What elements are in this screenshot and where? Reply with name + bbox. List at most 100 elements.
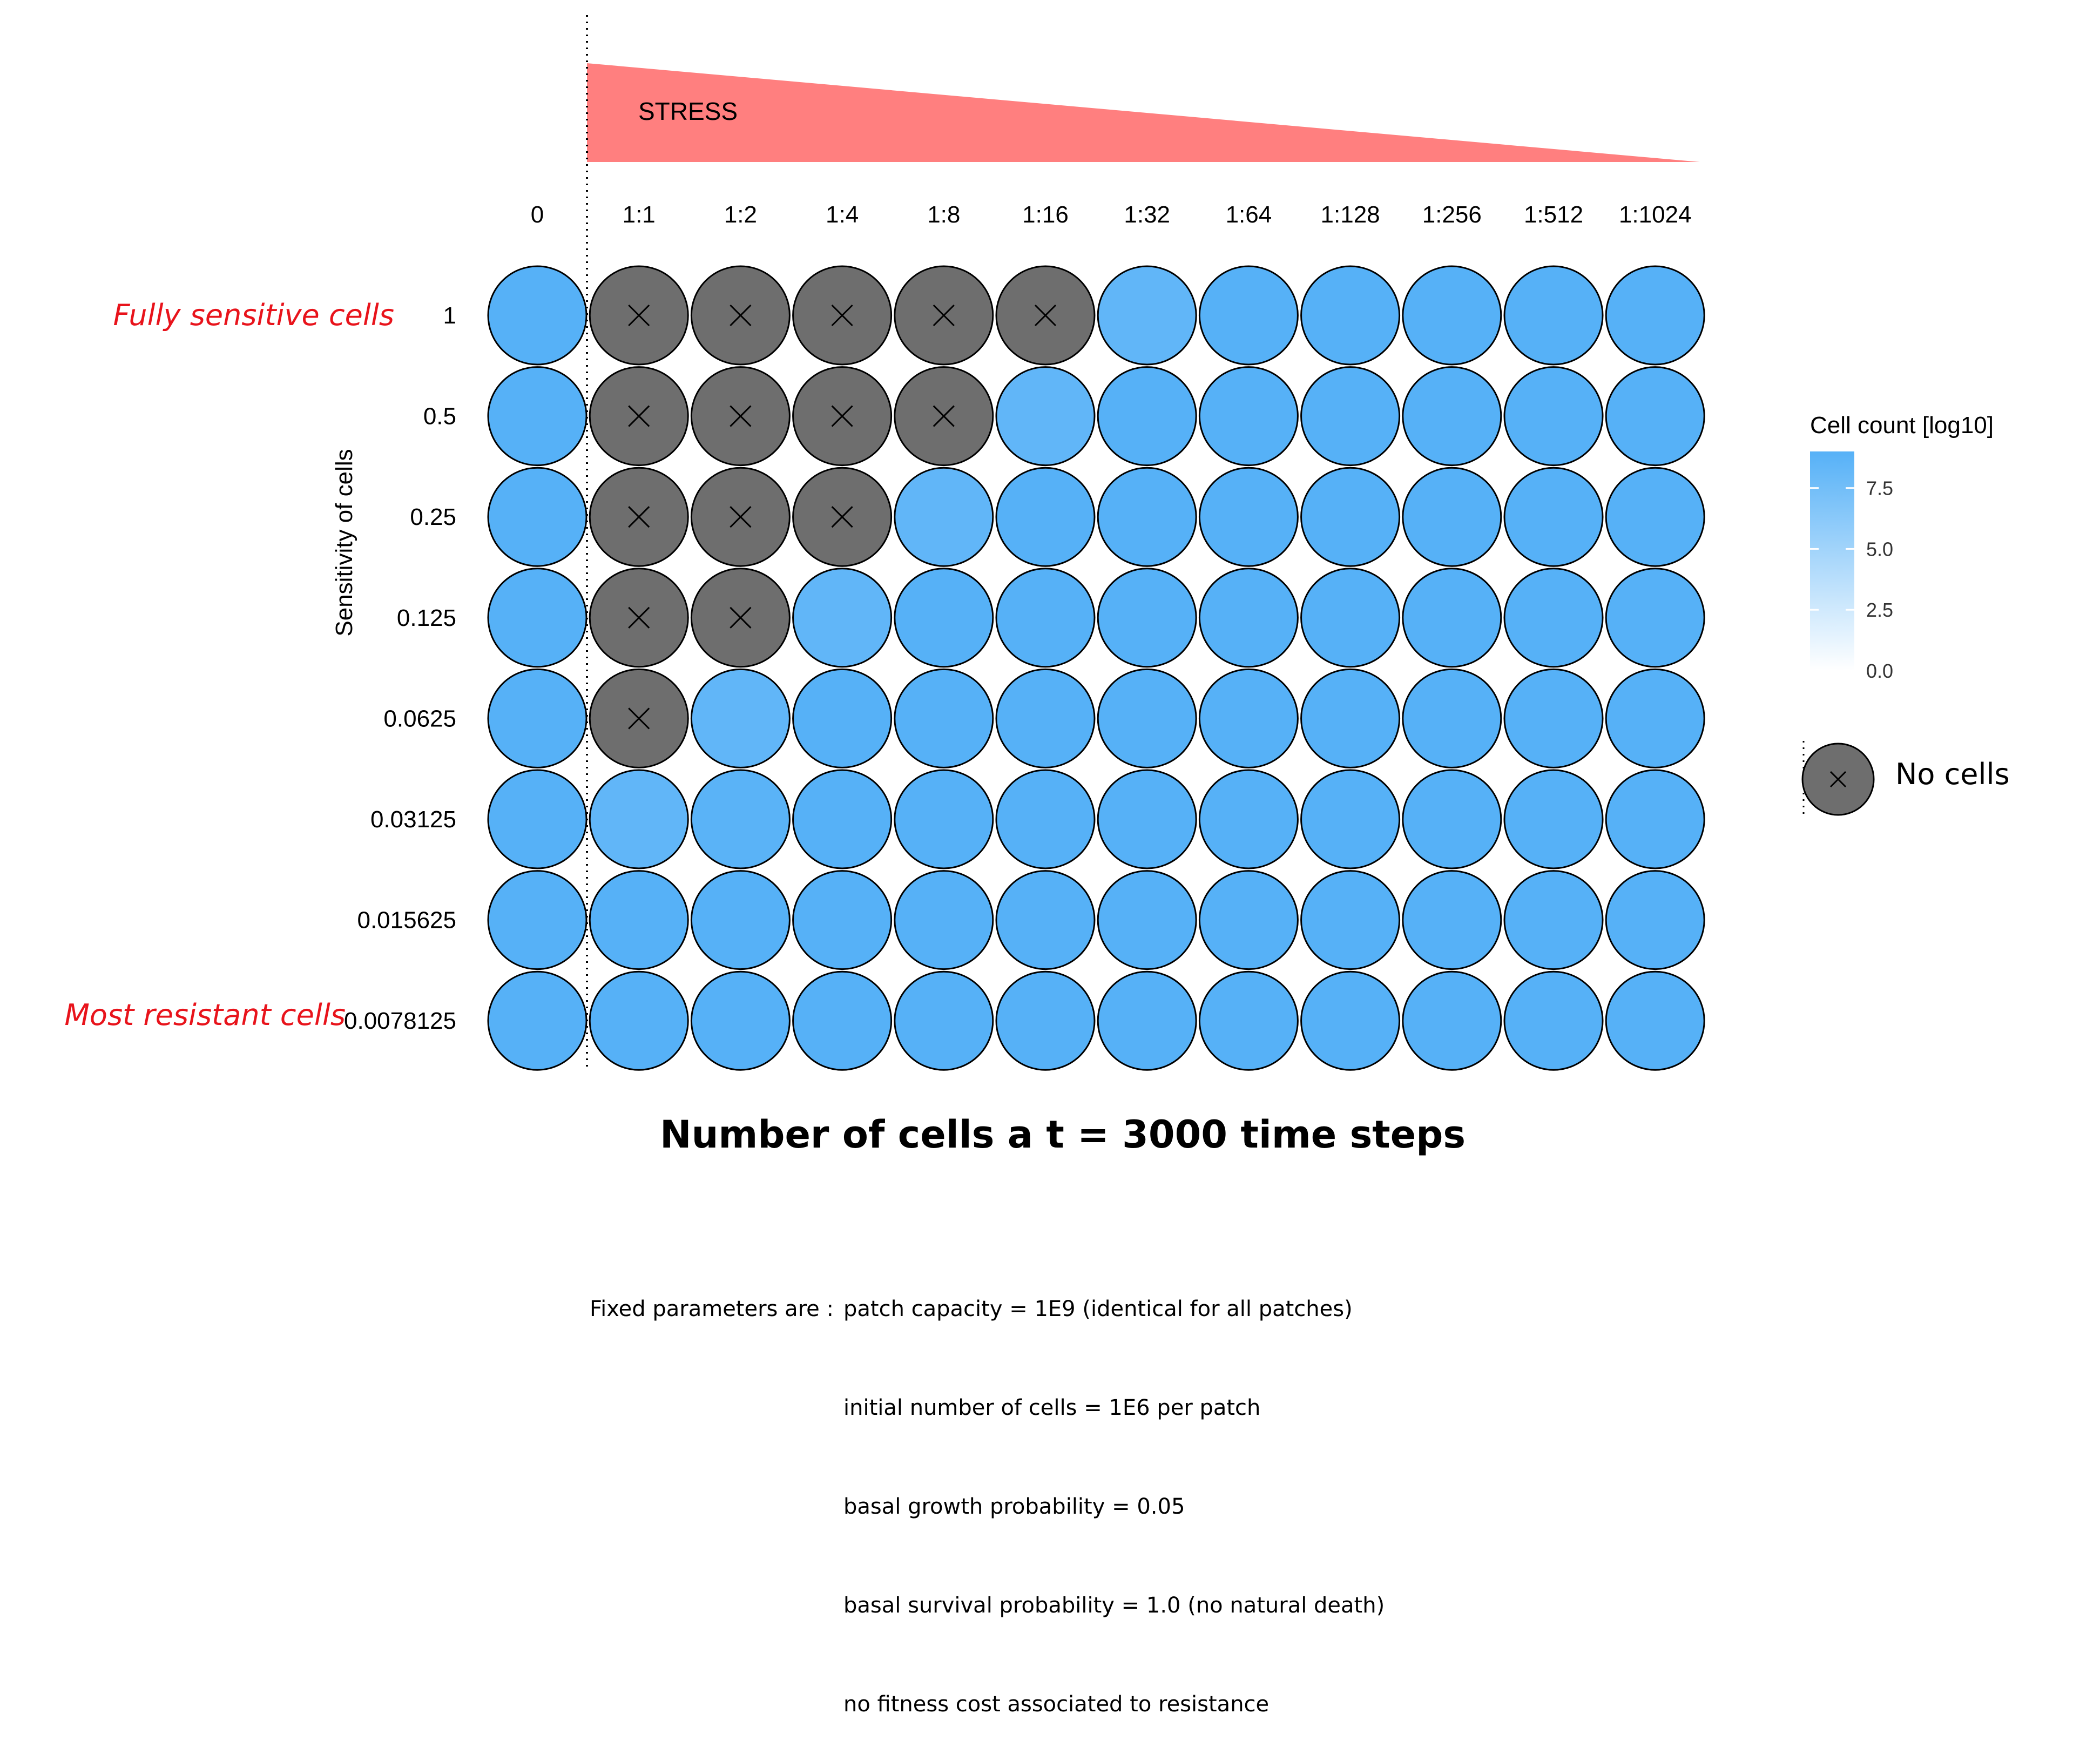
cell-circle — [1605, 769, 1705, 869]
cell-circle — [690, 970, 791, 1071]
cell-circle — [487, 769, 588, 869]
cell-circle — [1300, 769, 1401, 869]
y-tick-label: 0.0078125 — [344, 1008, 456, 1034]
cell-circle — [1198, 970, 1299, 1071]
x-tick-label: 1:4 — [826, 201, 859, 228]
stress-label: STRESS — [638, 97, 738, 125]
cell-circle — [1097, 366, 1197, 467]
cell-circle — [792, 870, 893, 970]
cell-circle — [894, 668, 994, 768]
legend-no-cells-label: No cells — [1895, 757, 2010, 791]
cell-circle — [792, 568, 893, 668]
cell-circle — [1300, 870, 1401, 970]
cell-circle — [894, 568, 994, 668]
no-cells-cross — [831, 304, 853, 327]
y-tick-label: 0.015625 — [357, 907, 456, 934]
colorbar-tick-label: 5.0 — [1866, 538, 1893, 560]
cell-circle — [690, 668, 791, 768]
cell-circle — [1097, 568, 1197, 668]
cell-circle — [1300, 568, 1401, 668]
cell-circle — [894, 870, 994, 970]
no-cells-cross — [933, 405, 955, 427]
x-tick-label: 1:128 — [1321, 201, 1380, 228]
cell-circle — [487, 970, 588, 1071]
no-cells-cross — [730, 304, 752, 327]
cell-circle — [1503, 366, 1604, 467]
cell-circle — [894, 769, 994, 869]
param-line: Fixed parameters are : patch capacity = 1… — [590, 1293, 1385, 1326]
cell-circle — [995, 870, 1096, 970]
cell-circle — [1300, 467, 1401, 567]
x-tick-label: 1:1 — [623, 201, 656, 228]
x-tick-label: 1:8 — [927, 201, 960, 228]
chart-title: Number of cells a t = 3000 time steps — [660, 1112, 1466, 1157]
cell-circle — [487, 870, 588, 970]
param-text: patch capacity = 1E9 (identical for all … — [843, 1297, 1353, 1321]
param-text: basal survival probability = 1.0 (no nat… — [843, 1593, 1385, 1618]
colorbar-tick-label: 0.0 — [1866, 660, 1893, 682]
row-annotations: Fully sensitive cells Most resistant cell… — [64, 298, 394, 1032]
no-cells-cross — [831, 405, 853, 427]
cell-circle — [1300, 265, 1401, 366]
cell-circle — [1402, 668, 1502, 768]
cell-circle — [1198, 769, 1299, 869]
y-axis-label: Sensitivity of cells — [331, 449, 357, 636]
cell-grid — [487, 265, 1705, 1071]
param-line: initial number of cells = 1E6 per patch — [590, 1392, 1385, 1425]
y-tick-label: 0.25 — [410, 504, 456, 530]
cell-circle — [995, 366, 1096, 467]
cell-circle — [1503, 970, 1604, 1071]
cell-circle — [1198, 265, 1299, 366]
cell-circle — [589, 769, 689, 869]
legend: Cell count [log10] 0.0 2.5 5.0 7.5 No cells — [1801, 412, 2010, 817]
legend-no-cells-cross — [1829, 771, 1847, 788]
cell-circle — [995, 568, 1096, 668]
cell-circle — [487, 265, 588, 366]
cell-circle — [690, 769, 791, 869]
x-tick-label: 1:32 — [1124, 201, 1170, 228]
legend-title: Cell count [log10] — [1810, 412, 1994, 438]
cell-circle — [894, 970, 994, 1071]
colorbar-tick-label: 2.5 — [1866, 599, 1893, 621]
cell-circle — [1605, 366, 1705, 467]
no-cells-cross — [933, 304, 955, 327]
cell-circle — [1097, 870, 1197, 970]
param-text: initial number of cells = 1E6 per patch — [843, 1395, 1261, 1420]
cell-circle — [1198, 870, 1299, 970]
no-cells-cross — [730, 405, 752, 427]
cell-circle — [1503, 668, 1604, 768]
x-tick-labels: 0 1:1 1:2 1:4 1:8 1:16 1:32 1:64 1:128 1:256 1:512… — [531, 201, 1692, 228]
annotation-most-resistant: Most resistant cells — [64, 998, 346, 1032]
x-tick-label: 1:512 — [1524, 201, 1583, 228]
x-tick-label: 1:256 — [1422, 201, 1482, 228]
stress-triangle — [587, 63, 1700, 162]
y-tick-labels: 1 0.5 0.25 0.125 0.0625 0.03125 0.015625 0.0078… — [344, 302, 456, 1034]
cell-circle — [1503, 467, 1604, 567]
cell-circle — [1605, 970, 1705, 1071]
cell-circle — [1402, 467, 1502, 567]
cell-circle — [1503, 870, 1604, 970]
cell-circle — [487, 668, 588, 768]
x-tick-label: 1:2 — [724, 201, 757, 228]
cell-circle — [1402, 265, 1502, 366]
cell-circle — [995, 769, 1096, 869]
x-tick-label: 0 — [531, 201, 544, 228]
cell-circle — [589, 970, 689, 1071]
x-tick-label: 1:16 — [1022, 201, 1069, 228]
cell-circle — [1402, 568, 1502, 668]
cell-circle — [1402, 970, 1502, 1071]
cell-circle — [1402, 366, 1502, 467]
no-cells-cross — [1034, 304, 1057, 327]
y-tick-label: 0.5 — [423, 403, 456, 430]
cell-circle — [995, 467, 1096, 567]
cell-circle — [1503, 568, 1604, 668]
cell-circle — [690, 870, 791, 970]
y-tick-label: 1 — [443, 302, 456, 329]
cell-circle — [1198, 668, 1299, 768]
stress-gradient: STRESS — [587, 63, 1700, 162]
fixed-parameters: Fixed parameters are : patch capacity = 1… — [590, 1227, 1385, 1754]
param-line: basal survival probability = 1.0 (no nat… — [590, 1589, 1385, 1622]
cell-circle — [894, 467, 994, 567]
cell-circle — [1097, 970, 1197, 1071]
cell-circle — [1605, 870, 1705, 970]
